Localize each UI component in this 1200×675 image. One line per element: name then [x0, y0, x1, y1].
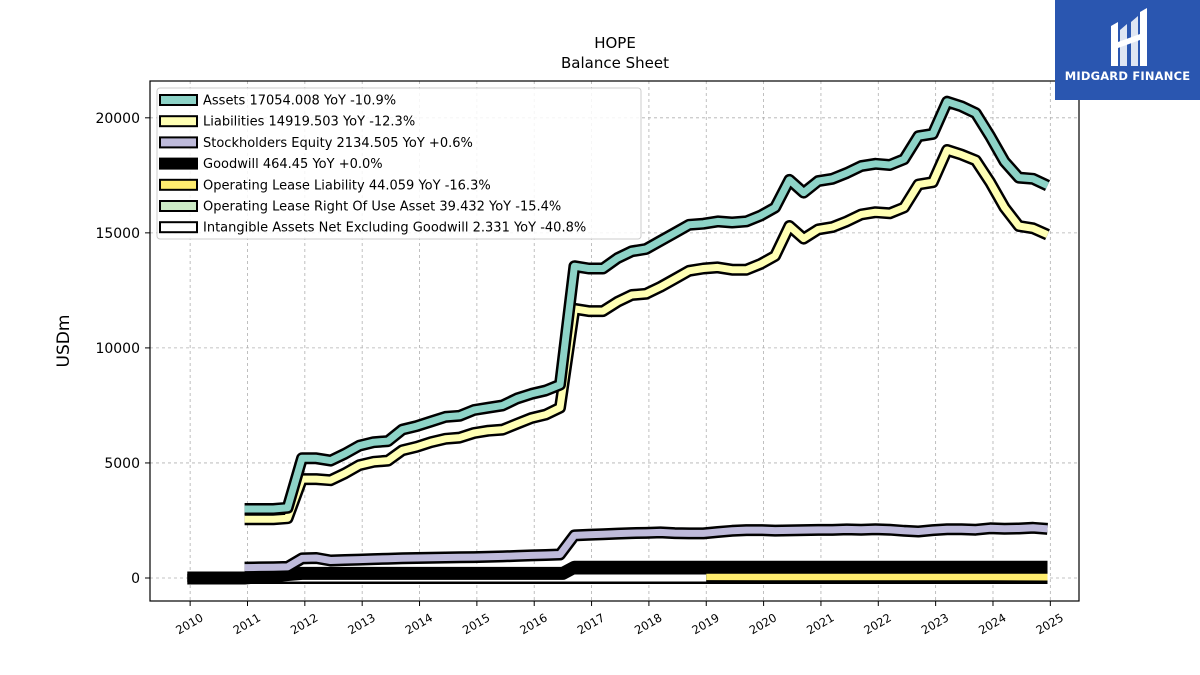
x-tick-label: 2020: [747, 610, 779, 637]
legend-entry: Goodwill 464.45 YoY +0.0%: [203, 157, 383, 172]
y-tick-label: 15000: [95, 226, 140, 242]
logo-text: MIDGARD FINANCE: [1064, 69, 1191, 83]
series-goodwill: [187, 560, 1048, 585]
legend-entry: Operating Lease Liability 44.059 YoY -16…: [203, 178, 491, 193]
series-line: [244, 146, 1049, 523]
x-tick-label: 2017: [575, 610, 607, 637]
x-tick-label: 2018: [632, 610, 664, 637]
series-line: [244, 524, 1048, 572]
legend-swatch: [159, 136, 198, 149]
y-tick-label: 10000: [95, 341, 140, 357]
x-tick-label: 2016: [517, 610, 549, 637]
x-tick-label: 2015: [460, 610, 492, 637]
y-ticks: 0 5000 10000 15000 20000: [95, 111, 150, 587]
legend-swatch: [159, 221, 198, 234]
x-tick-label: 2024: [976, 610, 1008, 637]
legend-swatch: [159, 200, 198, 212]
legend-entry: Stockholders Equity 2134.505 YoY +0.6%: [203, 136, 473, 151]
series-assets: [244, 95, 1051, 515]
legend-entry: Liabilities 14919.503 YoY -12.3%: [203, 115, 415, 130]
x-tick-label: 2023: [919, 610, 951, 637]
series-stockholders-equity: [244, 521, 1048, 574]
legend-entry: Intangible Assets Net Excluding Goodwill…: [203, 221, 586, 236]
chart-title: HOPE: [594, 34, 636, 52]
y-tick-label: 0: [131, 571, 140, 587]
x-tick-label: 2019: [689, 610, 721, 637]
series-line: [244, 98, 1049, 513]
legend-box: [156, 87, 642, 240]
legend-swatch: [159, 157, 198, 170]
x-tick-label: 2013: [345, 610, 377, 637]
legend-swatch: [159, 115, 198, 128]
y-axis-label: USDm: [54, 315, 74, 368]
x-tick-label: 2021: [804, 610, 836, 637]
company-logo: MIDGARD FINANCE: [1055, 0, 1200, 100]
y-tick-label: 20000: [95, 111, 140, 127]
series-line: [187, 563, 1048, 582]
plot-frame: [149, 80, 1080, 602]
x-tick-label: 2022: [861, 610, 893, 637]
legend-swatch: [159, 94, 198, 106]
chart-subtitle: Balance Sheet: [561, 54, 669, 72]
legend-entry: Assets 17054.008 YoY -10.9%: [203, 94, 396, 109]
series-layer: [187, 95, 1051, 585]
legend: Assets 17054.008 YoY -10.9% Liabilities 1…: [156, 87, 642, 240]
legend-swatch: [159, 178, 198, 191]
x-tick-label: 2010: [173, 610, 205, 637]
logo-mark-icon: [1111, 8, 1147, 66]
x-tick-label: 2025: [1033, 610, 1065, 637]
x-tick-label: 2011: [231, 610, 263, 637]
series-liabilities: [244, 144, 1050, 526]
x-tick-label: 2012: [288, 610, 320, 637]
x-ticks: 2010 2011 2012 2013 2014 2015 2016 2017 2018 2019…: [173, 601, 1066, 637]
legend-entry: Operating Lease Right Of Use Asset 39.43…: [203, 200, 561, 215]
y-tick-label: 5000: [104, 456, 140, 472]
x-tick-label: 2014: [403, 610, 435, 637]
